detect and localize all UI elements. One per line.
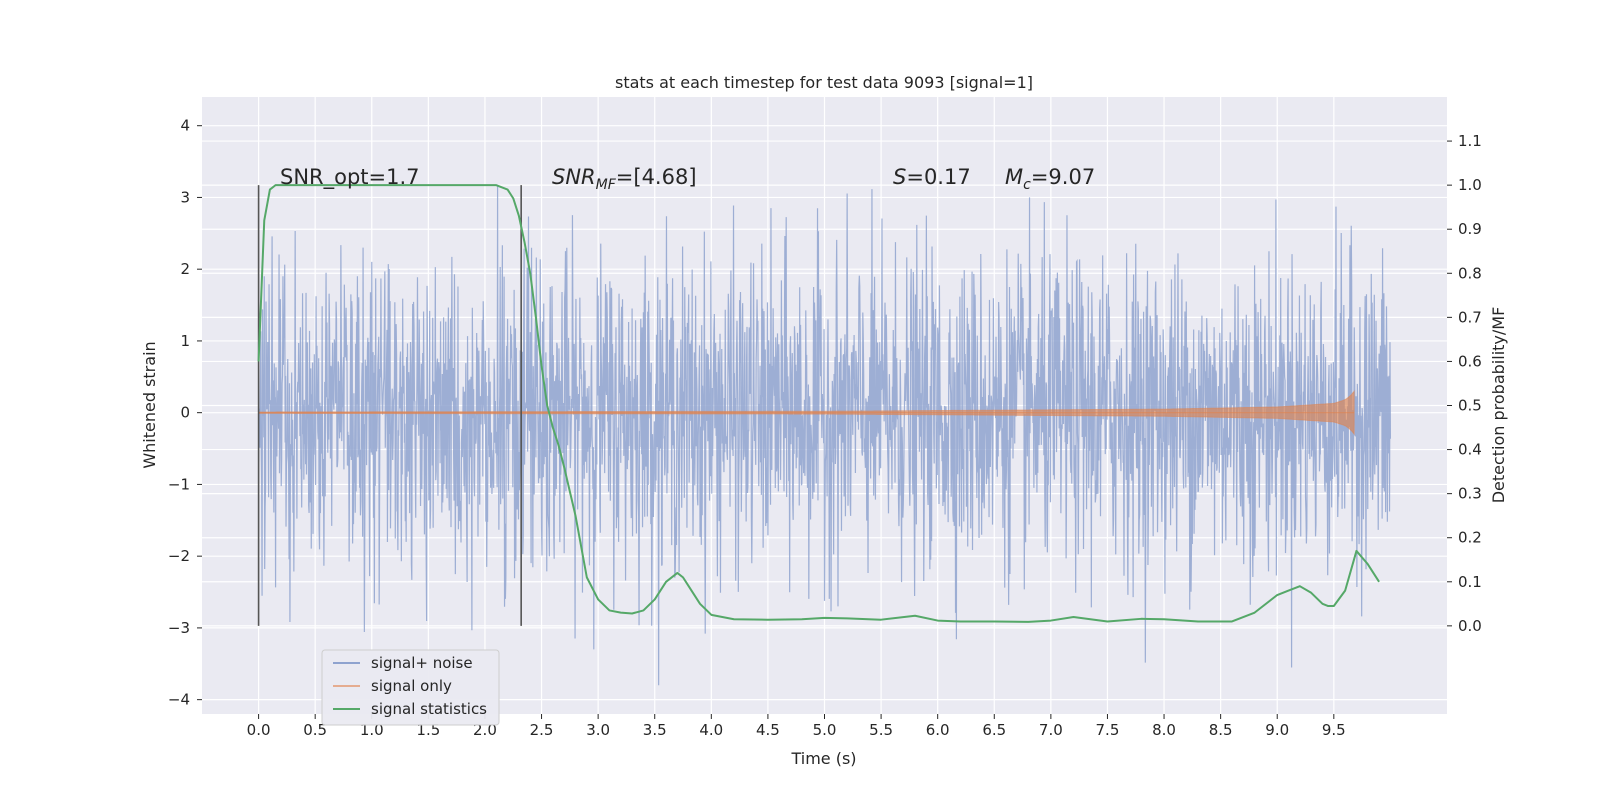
- y-axis-label: Whitened strain: [140, 341, 159, 468]
- y-tick-label: 1: [180, 332, 190, 350]
- y2-tick-label: 0.3: [1458, 485, 1482, 503]
- snr-mf-symbol: SNR: [552, 165, 596, 189]
- noise-series: [257, 185, 1392, 686]
- y-tick-label: 4: [180, 117, 190, 135]
- y-tick-label: −1: [168, 475, 190, 493]
- x-tick-label: 0.5: [303, 721, 327, 739]
- y-tick-label: 3: [180, 188, 190, 206]
- y-axis-ticks: 4 3 2 1 0 −1 −2 −3 −4: [168, 117, 202, 709]
- annotation-mc: Mc=9.07: [1005, 165, 1095, 193]
- x-tick-label: 0.0: [247, 721, 271, 739]
- mc-value: =9.07: [1031, 165, 1095, 189]
- y-tick-label: −2: [168, 547, 190, 565]
- s-value: =0.17: [906, 165, 970, 189]
- snr-mf-value: =[4.68]: [616, 165, 697, 189]
- vertical-markers: [257, 185, 522, 626]
- x-tick-label: 6.5: [982, 721, 1006, 739]
- x-tick-label: 4.5: [756, 721, 780, 739]
- signal-statistics-line: [257, 184, 1380, 623]
- y2-tick-label: 0.4: [1458, 441, 1482, 459]
- y2-tick-label: 0.9: [1458, 220, 1482, 238]
- x-tick-label: 5.0: [813, 721, 837, 739]
- annotation-s: S=0.17: [893, 165, 971, 189]
- y2-tick-label: 0.6: [1458, 352, 1482, 370]
- x-tick-label: 8.5: [1209, 721, 1233, 739]
- y2-tick-label: 0.5: [1458, 397, 1482, 415]
- x-tick-label: 7.0: [1039, 721, 1063, 739]
- x-tick-label: 2.5: [530, 721, 554, 739]
- mc-subscript: c: [1023, 177, 1031, 193]
- y-tick-label: −3: [168, 619, 190, 637]
- chart-title: stats at each timestep for test data 909…: [615, 73, 1033, 92]
- s-symbol: S: [893, 165, 906, 189]
- legend-box: [321, 649, 500, 726]
- legend-label-noise: signal+ noise: [371, 654, 473, 672]
- x-tick-label: 4.0: [699, 721, 723, 739]
- y2-tick-label: 0.7: [1458, 308, 1482, 326]
- y2-tick-label: 1.1: [1458, 132, 1482, 150]
- signal-statistics-series: [257, 184, 1380, 623]
- y2-tick-label: 0.2: [1458, 529, 1482, 547]
- y-tick-label: −4: [168, 691, 190, 709]
- x-tick-label: 3.0: [586, 721, 610, 739]
- x-tick-label: 7.5: [1096, 721, 1120, 739]
- y2-tick-label: 1.0: [1458, 176, 1482, 194]
- legend-label-stat: signal statistics: [371, 700, 487, 718]
- x-tick-label: 9.5: [1322, 721, 1346, 739]
- y2-axis-label: Detection probability/MF: [1489, 307, 1508, 504]
- y-tick-label: 0: [180, 404, 190, 422]
- x-tick-label: 5.5: [869, 721, 893, 739]
- snr-mf-subscript: MF: [596, 177, 617, 193]
- annotation-snr-opt: SNR_opt=1.7: [280, 165, 420, 190]
- legend-label-signal: signal only: [371, 677, 452, 695]
- x-tick-label: 9.0: [1265, 721, 1289, 739]
- y-tick-label: 2: [180, 260, 190, 278]
- y2-tick-label: 0.1: [1458, 573, 1482, 591]
- y2-axis-ticks: 1.1 1.0 0.9 0.8 0.7 0.6 0.5 0.4 0.3 0.2 0.1 0.0: [1447, 132, 1482, 635]
- x-tick-label: 3.5: [643, 721, 667, 739]
- signal-only-series: [258, 389, 1355, 436]
- noise-line: [257, 185, 1392, 686]
- legend: signal+ noise signal only signal statist…: [321, 649, 500, 726]
- x-tick-label: 8.0: [1152, 721, 1176, 739]
- x-tick-label: 6.0: [926, 721, 950, 739]
- y2-tick-label: 0.8: [1458, 264, 1482, 282]
- x-axis-label: Time (s): [790, 749, 856, 768]
- y2-tick-label: 0.0: [1458, 617, 1482, 635]
- mc-symbol: M: [1005, 165, 1023, 189]
- annotation-snr-mf: SNRMF=[4.68]: [552, 165, 697, 193]
